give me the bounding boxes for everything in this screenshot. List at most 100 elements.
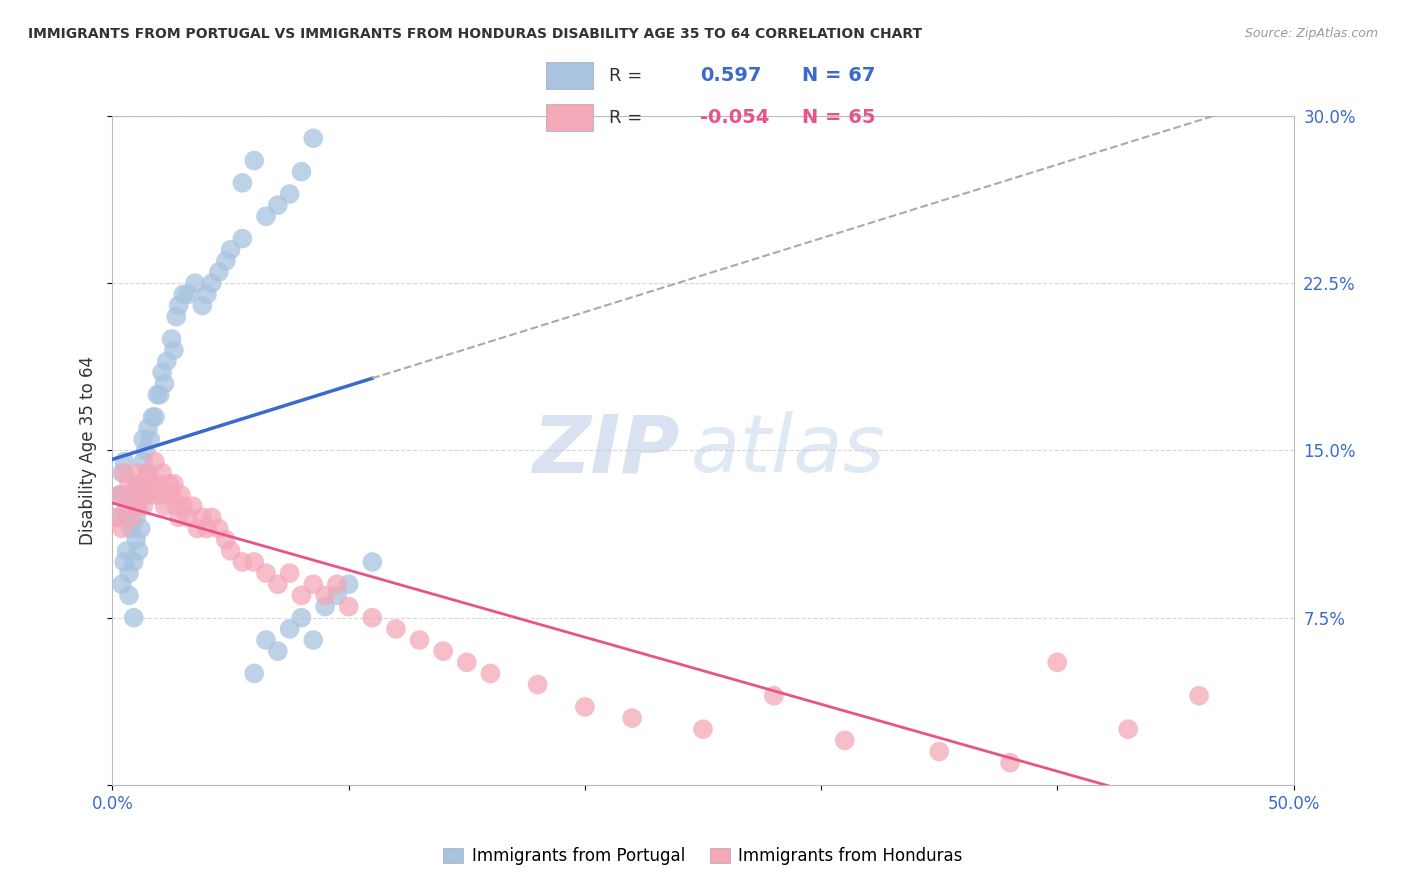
Point xyxy=(157,476,180,491)
Point xyxy=(167,510,190,524)
Point xyxy=(105,510,128,524)
Point xyxy=(215,254,238,268)
Point xyxy=(136,466,159,480)
Point xyxy=(105,510,128,524)
Point xyxy=(219,243,242,257)
Point xyxy=(278,566,301,581)
Point xyxy=(120,510,142,524)
Point xyxy=(118,566,141,581)
Point xyxy=(160,488,183,502)
Point xyxy=(314,599,336,614)
Point xyxy=(1116,723,1139,737)
Y-axis label: Disability Age 35 to 64: Disability Age 35 to 64 xyxy=(79,356,97,545)
Point xyxy=(290,164,312,178)
Point xyxy=(150,366,173,380)
Point xyxy=(302,577,325,591)
FancyBboxPatch shape xyxy=(546,62,593,89)
Point xyxy=(132,433,155,447)
Point xyxy=(361,611,384,625)
Point xyxy=(120,488,142,502)
Point xyxy=(290,589,312,603)
Point xyxy=(361,555,384,569)
Point xyxy=(122,555,145,569)
Point xyxy=(112,555,135,569)
Point xyxy=(177,510,200,524)
Point xyxy=(129,476,152,491)
Point xyxy=(186,521,208,535)
Point xyxy=(278,622,301,636)
Point xyxy=(254,210,277,224)
Point xyxy=(125,500,148,514)
Point xyxy=(928,744,950,758)
Point xyxy=(574,699,596,714)
Point xyxy=(139,433,162,447)
Point xyxy=(385,622,408,636)
Point xyxy=(692,723,714,737)
Point xyxy=(115,544,138,558)
Point xyxy=(129,476,152,491)
Point xyxy=(165,500,187,514)
Point xyxy=(142,488,165,502)
Text: Source: ZipAtlas.com: Source: ZipAtlas.com xyxy=(1244,27,1378,40)
Point xyxy=(143,455,166,469)
Point xyxy=(208,265,231,279)
Point xyxy=(621,711,644,725)
Point xyxy=(432,644,454,658)
Point xyxy=(118,476,141,491)
Point xyxy=(172,500,194,514)
Point xyxy=(170,488,193,502)
Point xyxy=(136,421,159,435)
Point xyxy=(111,466,134,480)
Point xyxy=(136,466,159,480)
Point xyxy=(139,476,162,491)
Point xyxy=(153,500,176,514)
Point xyxy=(231,232,253,246)
Point xyxy=(314,589,336,603)
Point xyxy=(267,198,290,212)
Point xyxy=(337,599,360,614)
Point xyxy=(125,533,148,547)
FancyBboxPatch shape xyxy=(546,104,593,131)
Point xyxy=(219,544,242,558)
Point xyxy=(834,733,856,747)
Point xyxy=(172,287,194,301)
Point xyxy=(111,521,134,535)
Point xyxy=(1188,689,1211,703)
Point xyxy=(112,466,135,480)
Point xyxy=(122,611,145,625)
Point xyxy=(326,589,349,603)
Point xyxy=(267,644,290,658)
Text: N = 67: N = 67 xyxy=(801,66,876,85)
Text: 0.597: 0.597 xyxy=(700,66,761,85)
Text: IMMIGRANTS FROM PORTUGAL VS IMMIGRANTS FROM HONDURAS DISABILITY AGE 35 TO 64 COR: IMMIGRANTS FROM PORTUGAL VS IMMIGRANTS F… xyxy=(28,27,922,41)
Text: ZIP: ZIP xyxy=(531,411,679,490)
Point xyxy=(129,521,152,535)
Point xyxy=(302,131,325,145)
Point xyxy=(191,298,214,313)
Point xyxy=(115,500,138,514)
Text: atlas: atlas xyxy=(692,411,886,490)
Point xyxy=(122,488,145,502)
Point xyxy=(231,176,253,190)
Point xyxy=(146,387,169,401)
Point xyxy=(132,500,155,514)
Point xyxy=(127,544,149,558)
Point xyxy=(135,488,157,502)
Point xyxy=(135,443,157,458)
Point xyxy=(156,488,179,502)
Legend: Immigrants from Portugal, Immigrants from Honduras: Immigrants from Portugal, Immigrants fro… xyxy=(437,840,969,871)
Point xyxy=(278,187,301,202)
Point xyxy=(254,633,277,648)
Point xyxy=(153,376,176,391)
Point xyxy=(150,466,173,480)
Point xyxy=(208,521,231,535)
Point xyxy=(112,488,135,502)
Point xyxy=(149,488,172,502)
Point xyxy=(125,510,148,524)
Point xyxy=(201,277,224,291)
Point xyxy=(191,510,214,524)
Point xyxy=(108,488,131,502)
Point xyxy=(290,611,312,625)
Point xyxy=(146,476,169,491)
Point xyxy=(254,566,277,581)
